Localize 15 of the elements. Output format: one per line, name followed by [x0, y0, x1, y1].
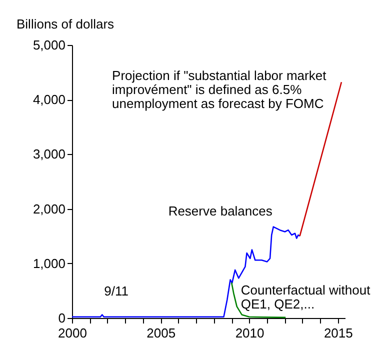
x-tick-label: 2015: [324, 326, 353, 340]
y-axis-title: Billions of dollars: [16, 16, 115, 32]
y-tick-label: 5,000: [32, 38, 66, 52]
annotation: 9/11: [104, 284, 128, 299]
y-tick-label: 0: [58, 310, 66, 326]
annotation: Projection if "substantial labor market improvément" is defined as 6.5% unemployment as forecast by FOMC: [112, 68, 327, 111]
y-tick-label: 2,000: [32, 201, 66, 216]
x-tick-label: 2000: [58, 326, 87, 340]
y-tick-label: 4,000: [32, 92, 66, 108]
x-tick-label: 2010: [235, 326, 264, 340]
annotation: Reserve balances: [168, 204, 273, 219]
y-tick-label: 3,000: [32, 146, 66, 162]
y-tick-label: 1,000: [32, 256, 66, 271]
annotation: Counterfactual without QE1, QE2,...: [240, 282, 371, 312]
x-tick-label: 2005: [146, 326, 176, 340]
